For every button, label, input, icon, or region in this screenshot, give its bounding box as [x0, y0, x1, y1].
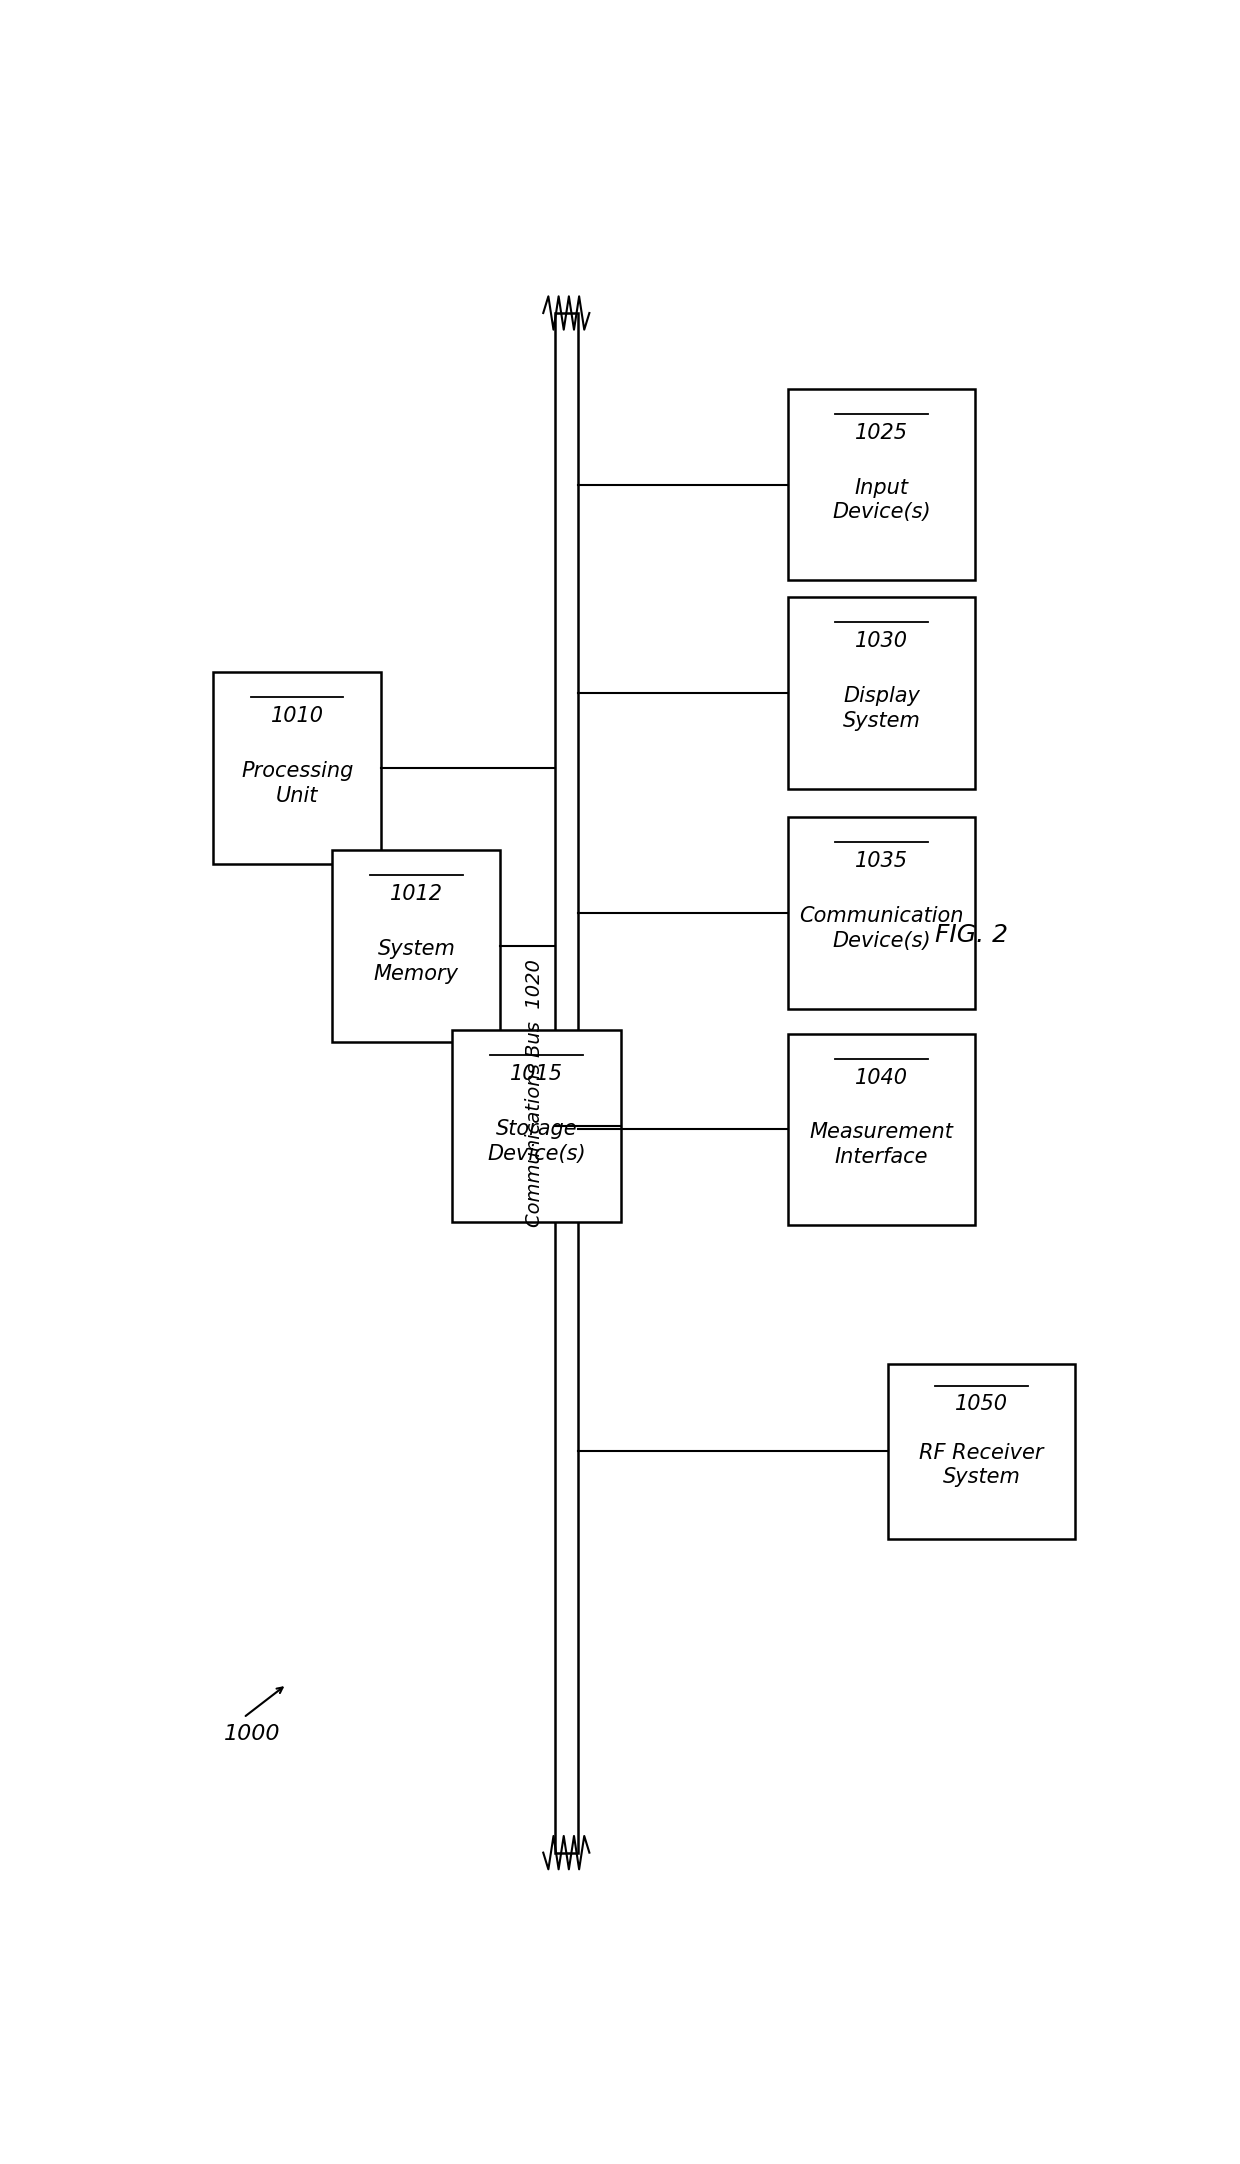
- Text: Communication
Device(s): Communication Device(s): [800, 907, 963, 950]
- Text: 1035: 1035: [856, 850, 908, 872]
- Bar: [787, 1034, 975, 1225]
- Text: 1010: 1010: [270, 705, 324, 727]
- Bar: [554, 314, 578, 1852]
- Text: RF Receiver
System: RF Receiver System: [919, 1443, 1044, 1487]
- Bar: [453, 1030, 620, 1223]
- Bar: [213, 673, 382, 863]
- Bar: [787, 390, 975, 580]
- Bar: [888, 1363, 1075, 1539]
- Text: 1000: 1000: [224, 1725, 280, 1744]
- Text: 1012: 1012: [389, 885, 443, 905]
- Text: System
Memory: System Memory: [374, 939, 459, 985]
- Text: Display
System: Display System: [842, 686, 920, 731]
- Text: Storage
Device(s): Storage Device(s): [487, 1119, 585, 1164]
- Text: 1040: 1040: [856, 1067, 908, 1088]
- Text: Measurement
Interface: Measurement Interface: [810, 1123, 954, 1166]
- Bar: [787, 597, 975, 788]
- Text: 1015: 1015: [510, 1065, 563, 1084]
- Text: Input
Device(s): Input Device(s): [832, 478, 931, 522]
- Text: FIG. 2: FIG. 2: [935, 922, 1008, 946]
- Text: Processing
Unit: Processing Unit: [241, 762, 353, 805]
- Text: Communications Bus  1020: Communications Bus 1020: [525, 959, 544, 1227]
- Text: 1025: 1025: [856, 422, 908, 444]
- Text: 1030: 1030: [856, 632, 908, 651]
- Bar: [787, 818, 975, 1008]
- Text: 1050: 1050: [955, 1394, 1008, 1413]
- Bar: [332, 850, 501, 1043]
